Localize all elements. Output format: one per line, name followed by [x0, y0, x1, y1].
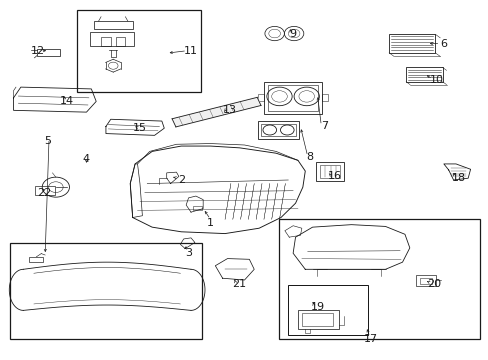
Bar	[37, 49, 60, 56]
Bar	[94, 21, 132, 29]
Text: 21: 21	[232, 279, 246, 289]
Bar	[322, 94, 327, 102]
Bar	[260, 123, 296, 136]
Text: 1: 1	[206, 218, 214, 228]
Text: 17: 17	[363, 334, 377, 344]
Bar	[90, 32, 133, 46]
Text: 18: 18	[450, 173, 465, 183]
Text: 9: 9	[289, 28, 296, 39]
Text: 5: 5	[44, 136, 51, 146]
Bar	[287, 285, 368, 336]
Bar	[301, 313, 333, 327]
Bar	[388, 34, 434, 53]
Text: 4: 4	[83, 154, 90, 163]
Text: 8: 8	[306, 152, 313, 162]
Bar	[264, 82, 322, 114]
Bar	[278, 219, 479, 339]
Bar	[297, 310, 339, 329]
Text: 3: 3	[184, 248, 192, 258]
Bar	[415, 275, 435, 287]
Bar	[315, 162, 344, 181]
Bar	[406, 67, 442, 82]
Text: 7: 7	[321, 121, 327, 131]
Bar	[116, 37, 125, 46]
Text: 16: 16	[327, 171, 341, 181]
Bar	[267, 85, 318, 111]
Bar	[419, 278, 431, 284]
Text: 14: 14	[60, 96, 74, 107]
Text: 12: 12	[31, 46, 45, 57]
Text: 22: 22	[37, 188, 51, 198]
Bar	[193, 206, 202, 210]
Text: 11: 11	[183, 46, 198, 57]
Text: 2: 2	[177, 175, 184, 185]
Bar	[29, 257, 42, 262]
Polygon shape	[172, 97, 261, 127]
Bar	[257, 121, 299, 139]
Text: 19: 19	[310, 302, 324, 312]
Text: 10: 10	[428, 75, 443, 85]
Text: 13: 13	[223, 105, 236, 115]
Bar	[10, 243, 202, 339]
Bar	[319, 165, 340, 178]
Text: 15: 15	[133, 123, 147, 133]
Bar	[35, 186, 55, 195]
Bar	[101, 37, 111, 46]
Text: 6: 6	[440, 39, 447, 49]
Bar	[77, 10, 201, 93]
Text: 20: 20	[426, 279, 440, 289]
Bar	[258, 94, 264, 102]
